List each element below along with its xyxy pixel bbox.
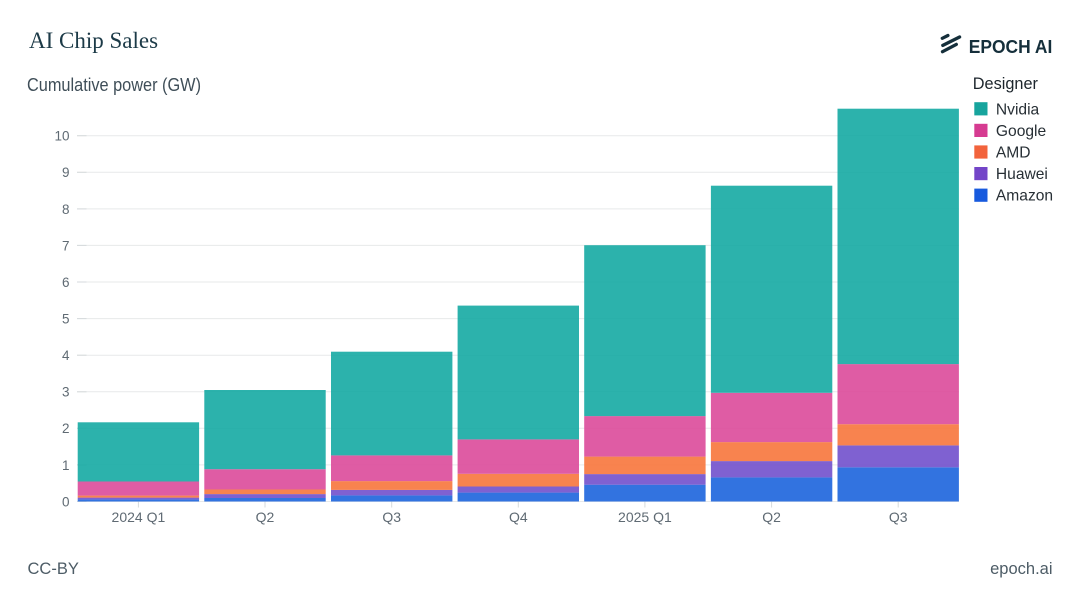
- svg-text:10: 10: [54, 129, 69, 144]
- svg-text:AMD: AMD: [996, 145, 1031, 162]
- svg-text:Google: Google: [996, 123, 1046, 140]
- svg-text:7: 7: [62, 238, 70, 253]
- svg-text:Nvidia: Nvidia: [996, 101, 1040, 118]
- svg-text:9: 9: [62, 165, 70, 180]
- svg-text:5: 5: [62, 312, 70, 327]
- svg-text:2024 Q1: 2024 Q1: [112, 509, 166, 525]
- svg-text:Q4: Q4: [509, 509, 528, 525]
- svg-text:Amazon: Amazon: [996, 188, 1053, 205]
- svg-text:CC-BY: CC-BY: [28, 560, 79, 578]
- svg-text:4: 4: [62, 348, 70, 363]
- svg-text:8: 8: [62, 202, 70, 217]
- svg-text:Q2: Q2: [256, 509, 275, 525]
- svg-text:3: 3: [62, 385, 70, 400]
- svg-text:0: 0: [62, 494, 70, 509]
- svg-text:Q3: Q3: [889, 509, 908, 525]
- svg-text:6: 6: [62, 275, 70, 290]
- svg-text:Q2: Q2: [762, 509, 781, 525]
- svg-text:1: 1: [62, 458, 70, 473]
- svg-text:Cumulative power (GW): Cumulative power (GW): [27, 75, 201, 95]
- svg-text:Q3: Q3: [382, 509, 401, 525]
- svg-text:AI Chip Sales: AI Chip Sales: [29, 28, 158, 53]
- svg-text:EPOCH AI: EPOCH AI: [969, 36, 1053, 57]
- svg-text:2025 Q1: 2025 Q1: [618, 509, 672, 525]
- svg-text:2: 2: [62, 421, 70, 436]
- svg-text:Huawei: Huawei: [996, 166, 1048, 183]
- svg-text:epoch.ai: epoch.ai: [990, 560, 1052, 578]
- svg-text:Designer: Designer: [973, 75, 1039, 93]
